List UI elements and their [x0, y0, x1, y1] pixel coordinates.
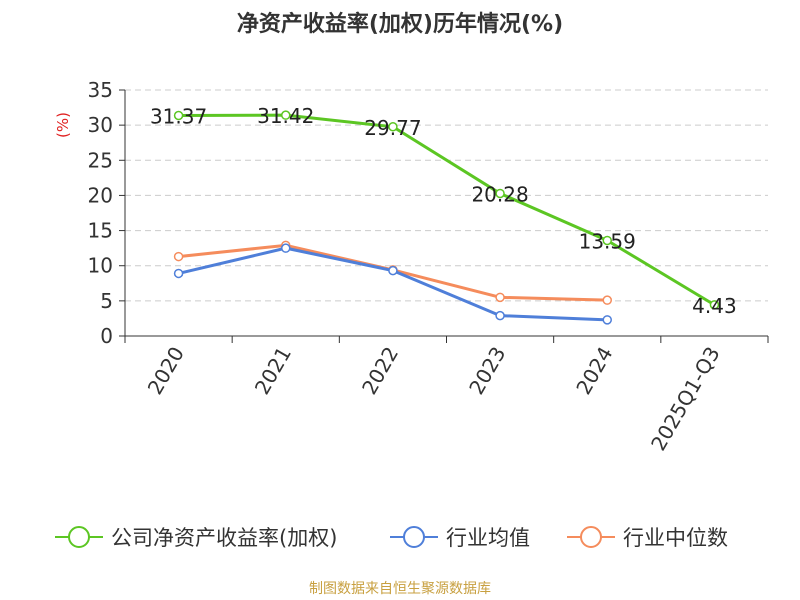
legend-label: 行业均值: [446, 526, 530, 550]
y-tick-label: 25: [88, 148, 113, 172]
data-point: [709, 300, 720, 310]
series-line: [178, 246, 608, 322]
data-label: 4.43: [692, 294, 737, 318]
data-point: [495, 188, 505, 199]
data-point: [602, 235, 612, 246]
y-tick-label: 20: [88, 183, 113, 207]
chart-title: 净资产收益率(加权)历年情况(%): [236, 12, 564, 37]
y-tick-label: 10: [88, 254, 113, 278]
x-tick-label: 2024: [571, 343, 617, 399]
legend-marker: [68, 526, 90, 548]
data-point: [495, 292, 505, 303]
data-point: [173, 268, 184, 279]
x-tick-label: 2022: [357, 343, 403, 399]
source-note: 制图数据来自恒生聚源数据库: [309, 581, 491, 597]
legend-label: 行业中位数: [623, 526, 728, 550]
data-point: [602, 295, 612, 305]
data-label: 20.28: [471, 182, 528, 206]
x-tick-label: 2023: [464, 343, 510, 399]
data-label: 31.37: [150, 105, 207, 129]
data-point: [173, 251, 184, 262]
y-tick-label: 30: [88, 113, 113, 137]
data-point: [281, 110, 291, 120]
y-tick-label: 35: [88, 78, 113, 102]
x-tick-label: 2025Q1-Q3: [646, 343, 725, 455]
data-point: [388, 265, 398, 276]
data-point: [173, 110, 184, 121]
x-tick-label: 2020: [143, 343, 189, 399]
x-tick-label: 2021: [250, 343, 296, 399]
data-label: 31.42: [257, 104, 314, 128]
y-tick-label: 5: [100, 289, 113, 313]
y-tick-label: 15: [88, 219, 113, 243]
y-tick-label: 0: [100, 324, 113, 348]
legend-marker: [403, 526, 425, 548]
legend-marker: [580, 526, 602, 548]
data-point: [602, 315, 612, 325]
data-label: 13.59: [579, 229, 636, 253]
series-line: [178, 113, 716, 307]
data-point: [281, 243, 291, 253]
data-point: [495, 310, 505, 321]
y-axis-label: (%): [54, 112, 72, 138]
legend-label: 公司净资产收益率(加权): [111, 526, 337, 550]
data-point: [388, 122, 398, 132]
data-label: 29.77: [364, 116, 421, 140]
